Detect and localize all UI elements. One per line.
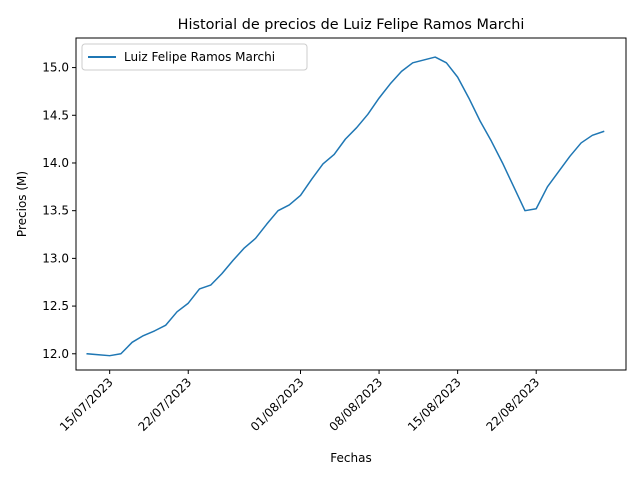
- legend: Luiz Felipe Ramos Marchi: [81, 43, 308, 71]
- legend-label: Luiz Felipe Ramos Marchi: [124, 50, 275, 64]
- y-axis-label: Precios (M): [15, 171, 29, 237]
- y-axis: 12.0 12.5 13.0 13.5 14.0 14.5 15.0: [42, 61, 76, 361]
- y-tick-label: 14.5: [42, 108, 69, 122]
- series-line-0: [86, 56, 605, 357]
- y-tick-label: 12.0: [42, 347, 69, 361]
- y-tick-label: 12.5: [42, 299, 69, 313]
- y-tick-label: 13.0: [42, 251, 69, 265]
- plot-area: [86, 56, 605, 357]
- axes-frame: [75, 37, 627, 371]
- y-tick-label: 13.5: [42, 204, 69, 218]
- y-tick-label: 15.0: [42, 61, 69, 75]
- x-axis-label: Fechas: [330, 451, 371, 465]
- y-tick-label: 14.0: [42, 156, 69, 170]
- legend-box: [81, 43, 308, 71]
- chart-title: Historial de precios de Luiz Felipe Ramo…: [178, 17, 525, 33]
